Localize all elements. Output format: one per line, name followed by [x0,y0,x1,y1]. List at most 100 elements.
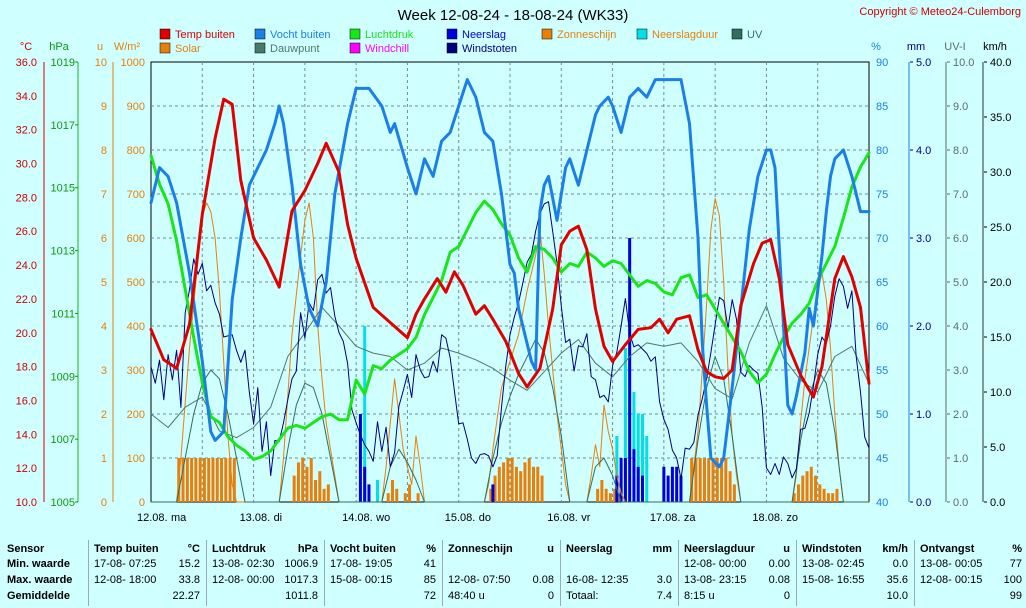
pressure-tick-label: 1013 [51,246,75,258]
copyright-text: Copyright © Meteo24-Culemborg [859,6,1021,18]
raindur-bar [636,414,640,502]
sun_hours-tick-label: 9 [101,101,107,113]
sun_hours-unit-label: u [97,41,103,53]
stats-pressure-max-time: 12-08- 00:00 [212,574,275,586]
stats-rain-total-value: 7.4 [656,590,672,602]
sunshine-bar [181,458,185,502]
uv-tick-label: 0.0 [953,497,968,509]
temp-tick-label: 24.0 [16,260,37,272]
solar-unit-label: W/m² [114,41,141,53]
pressure-tick-label: 1015 [51,183,75,195]
sunshine-bar [796,484,800,502]
stats-raindur-total-label: 8:15 u [684,590,715,602]
raindur-bar [376,480,380,502]
humidity-tick-label: 70 [876,233,888,245]
series-line-vocht-buiten [149,78,871,469]
stats-divider [678,540,679,606]
stats-received: Ontvangst% 13-08- 00:05 77 12-08- 00:15 10… [918,538,1024,608]
series-lines [149,78,871,503]
raindur-bar [645,436,649,502]
stats-rain-header: Neerslag [566,543,613,555]
sunshine-bar [608,493,612,502]
temp-tick-label: 14.0 [16,429,37,441]
sun_hours-tick-label: 10 [95,57,107,69]
stats-gust-max-time: 15-08- 16:55 [802,574,865,586]
legend-label: Luchtdruk [365,29,414,41]
stats-raindur-unit: u [783,543,790,555]
pressure-unit-label: hPa [49,41,69,53]
humidity-tick-label: 65 [876,277,888,289]
rain-bar [367,484,371,502]
wind-tick-label: 30.0 [990,167,1011,179]
stats-gust-header: Windstoten [802,543,862,555]
sunshine-bar [604,488,608,502]
day-date-label: 13.08. [240,512,271,524]
rain-bar [632,449,636,502]
humidity-tick-label: 60 [876,321,888,333]
stats-pressure-min-time: 13-08- 02:30 [212,558,275,570]
raindur-bar [632,392,636,502]
sunshine-bar [711,458,715,502]
stats-rain-total-label: Totaal: [566,590,599,602]
sunshine-bar [600,480,604,502]
stats-humidity-avg-value: 72 [423,590,436,602]
sunshine-bar [707,458,711,502]
legend-swatch [541,28,553,40]
stats-sunshine-header: Zonneschijn [448,543,513,555]
temp-tick-label: 10.0 [16,497,37,509]
stats-pressure-avg-value: 1011.8 [285,590,318,602]
raindur-bar [363,326,367,502]
rain-tick-label: 3.0 [916,233,931,245]
temp-unit-label: °C [20,41,32,53]
sunshine-bar [305,466,309,502]
sunshine-bar [613,488,617,502]
rain-bar [662,466,666,502]
stats-rain: Neerslag mm 16-08- 12:35 3.0 Totaal: 7.4 [564,538,674,608]
sunshine-bar [403,493,407,502]
legend-label: Solar [175,43,201,55]
legend-label: Temp buiten [175,29,235,41]
sunshine-bar [296,462,300,502]
stats-sunshine-unit: u [547,543,554,555]
rain-tick-label: 1.0 [916,409,931,421]
stats-raindur-min-value: 0.00 [768,558,790,570]
sun_hours-tick-label: 8 [101,145,107,157]
stats-temp-unit: °C [187,543,200,555]
wind-unit-label: km/h [983,41,1007,53]
sunshine-bar [818,484,822,502]
solar-tick-label: 700 [127,189,145,201]
uv-tick-label: 7.0 [953,189,968,201]
sunshine-bar [527,458,531,502]
stats-temp-min-value: 15.2 [178,558,200,570]
humidity-tick-label: 90 [876,57,888,69]
stats-raindur-total-value: 0 [783,590,790,602]
legend-swatch [159,42,171,54]
pressure-tick-label: 1009 [51,371,75,383]
sunshine-bar [497,466,501,502]
sunshine-bar [523,462,527,502]
sunshine-bar [702,458,706,502]
wind-tick-label: 20.0 [990,277,1011,289]
uv-tick-label: 1.0 [953,453,968,465]
rain-tick-label: 5.0 [916,57,931,69]
uv-tick-label: 5.0 [953,277,968,289]
stats-humidity-max-time: 15-08- 00:15 [330,574,393,586]
wind-tick-label: 5.0 [990,442,1005,454]
stats-gust-avg-value: 10.0 [886,590,908,602]
legend-label: Neerslagduur [652,29,718,41]
stats-divider [560,540,561,606]
temp-tick-label: 22.0 [16,294,37,306]
stats-gust-max-value: 35.6 [886,574,908,586]
legend-swatch [446,42,458,54]
stats-gust-min-time: 13-08- 02:45 [802,558,865,570]
legend-label: Dauwpunt [270,43,320,55]
stats-row-max: Max. waarde [7,574,73,586]
uv-unit-label: UV-I [944,41,965,53]
stats-sensor: Sensor Min. waarde Max. waarde Gemiddeld… [0,538,88,608]
series-line-windstoten [150,201,870,480]
stats-received-header: Ontvangst [920,543,975,555]
stats-temp: Temp buiten °C 17-08- 07:25 15.2 12-08- 18… [92,538,202,608]
sunshine-bar [835,488,839,502]
rain-bar [670,466,674,502]
sun_hours-tick-label: 2 [101,409,107,421]
